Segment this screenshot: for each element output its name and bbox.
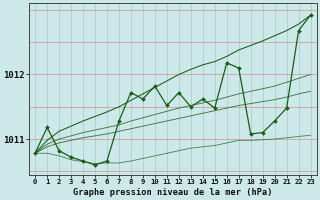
X-axis label: Graphe pression niveau de la mer (hPa): Graphe pression niveau de la mer (hPa) — [73, 188, 273, 197]
